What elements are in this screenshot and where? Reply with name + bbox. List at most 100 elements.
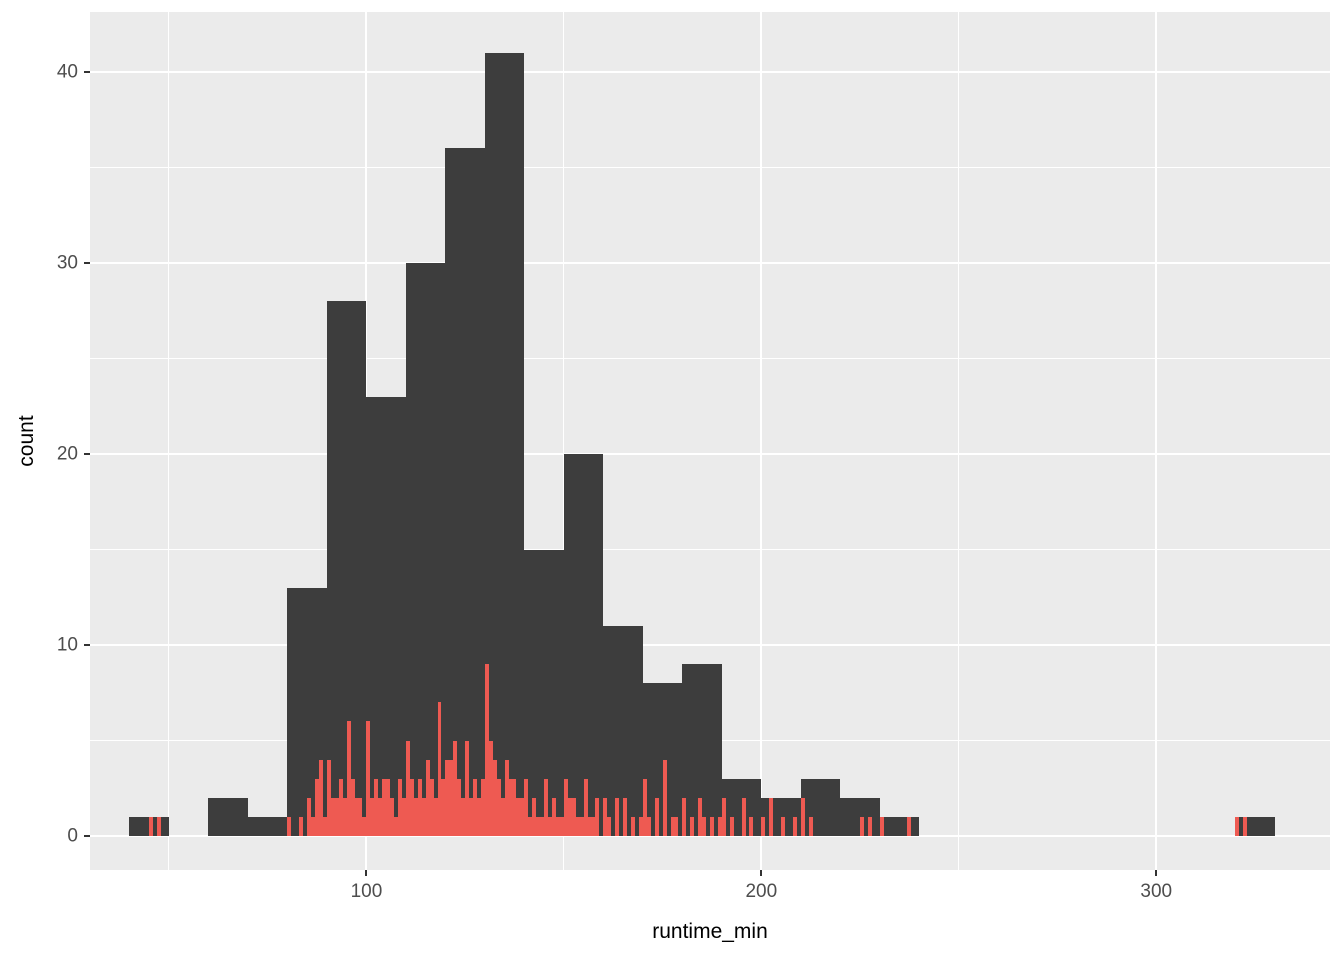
bar-runtime-histogram-binwidth-1 xyxy=(698,797,703,836)
bar-runtime-histogram-binwidth-1 xyxy=(425,759,430,836)
bar-runtime-histogram-binwidth-1 xyxy=(433,797,438,836)
bar-runtime-histogram-binwidth-1 xyxy=(717,816,722,836)
gridline-vertical-major xyxy=(760,12,763,870)
bar-runtime-histogram-binwidth-1 xyxy=(642,778,647,836)
bar-runtime-histogram-binwidth-1 xyxy=(721,797,726,836)
bar-runtime-histogram-binwidth-1 xyxy=(358,797,363,836)
y-tick-label: 0 xyxy=(67,825,78,847)
y-tick-label: 20 xyxy=(56,443,78,465)
bar-runtime-histogram-binwidth-1 xyxy=(370,797,375,836)
bar-runtime-histogram-binwidth-1 xyxy=(390,797,395,836)
bar-runtime-histogram-binwidth-1 xyxy=(524,778,529,836)
bar-runtime-histogram-binwidth-1 xyxy=(808,816,813,836)
bar-runtime-histogram-binwidth-1 xyxy=(394,816,398,836)
bar-runtime-histogram-binwidth-1 xyxy=(670,816,675,836)
bar-runtime-histogram-binwidth-1 xyxy=(536,816,541,836)
gridline-vertical-minor xyxy=(563,12,565,870)
bar-runtime-histogram-binwidth-10 xyxy=(642,683,683,836)
bar-runtime-histogram-binwidth-1 xyxy=(322,816,327,836)
bar-runtime-histogram-binwidth-1 xyxy=(528,816,533,836)
bar-runtime-histogram-binwidth-1 xyxy=(287,816,292,836)
bar-runtime-histogram-binwidth-1 xyxy=(500,797,505,836)
bar-runtime-histogram-binwidth-1 xyxy=(682,797,687,836)
bar-runtime-histogram-binwidth-1 xyxy=(559,816,564,836)
bar-runtime-histogram-binwidth-1 xyxy=(449,759,454,836)
bar-runtime-histogram-binwidth-1 xyxy=(555,816,560,836)
bar-runtime-histogram-binwidth-1 xyxy=(710,816,714,836)
bar-runtime-histogram-binwidth-1 xyxy=(401,797,406,836)
bar-runtime-histogram-binwidth-10 xyxy=(840,797,880,836)
y-tick-label: 10 xyxy=(56,634,78,656)
bar-runtime-histogram-binwidth-1 xyxy=(532,797,537,836)
bar-runtime-histogram-binwidth-1 xyxy=(749,816,754,836)
bar-runtime-histogram-binwidth-1 xyxy=(800,797,805,836)
bar-runtime-histogram-binwidth-1 xyxy=(674,816,679,836)
gridline-horizontal-minor xyxy=(90,167,1330,168)
bar-runtime-histogram-binwidth-10 xyxy=(326,301,367,836)
bar-runtime-histogram-binwidth-1 xyxy=(417,778,422,836)
bar-runtime-histogram-binwidth-1 xyxy=(591,816,596,836)
bar-runtime-histogram-binwidth-10 xyxy=(563,454,604,836)
y-tick-mark xyxy=(84,453,90,455)
bar-runtime-histogram-binwidth-1 xyxy=(461,797,466,836)
bar-runtime-histogram-binwidth-1 xyxy=(646,816,651,836)
bar-runtime-histogram-binwidth-1 xyxy=(326,759,331,836)
bar-runtime-histogram-binwidth-1 xyxy=(366,721,371,836)
bar-runtime-histogram-binwidth-1 xyxy=(702,816,707,836)
bar-runtime-histogram-binwidth-1 xyxy=(319,759,323,836)
bar-runtime-histogram-binwidth-10 xyxy=(247,816,288,836)
bar-runtime-histogram-binwidth-1 xyxy=(374,778,379,836)
bar-runtime-histogram-binwidth-1 xyxy=(488,740,493,836)
bar-runtime-histogram-binwidth-10 xyxy=(800,778,841,836)
bar-runtime-histogram-binwidth-1 xyxy=(741,797,746,836)
bar-runtime-histogram-binwidth-1 xyxy=(508,778,513,836)
bar-runtime-histogram-binwidth-1 xyxy=(437,702,442,836)
bar-runtime-histogram-binwidth-10 xyxy=(1235,816,1275,836)
bar-runtime-histogram-binwidth-1 xyxy=(792,816,797,836)
bar-runtime-histogram-binwidth-1 xyxy=(492,759,497,836)
y-tick-mark xyxy=(84,71,90,73)
bar-runtime-histogram-binwidth-1 xyxy=(907,816,912,836)
bar-runtime-histogram-binwidth-1 xyxy=(662,759,667,836)
bar-runtime-histogram-binwidth-1 xyxy=(607,816,612,836)
bar-runtime-histogram-binwidth-1 xyxy=(516,797,521,836)
bar-runtime-histogram-binwidth-1 xyxy=(354,797,359,836)
bar-runtime-histogram-binwidth-1 xyxy=(445,759,450,836)
bar-runtime-histogram-binwidth-1 xyxy=(615,797,620,836)
bar-runtime-histogram-binwidth-1 xyxy=(457,778,462,836)
gridline-horizontal-major xyxy=(90,262,1330,264)
x-tick-mark xyxy=(760,870,763,876)
bar-runtime-histogram-binwidth-1 xyxy=(761,816,766,836)
bar-runtime-histogram-binwidth-1 xyxy=(480,778,485,836)
bar-runtime-histogram-binwidth-1 xyxy=(453,740,458,836)
bar-runtime-histogram-binwidth-1 xyxy=(378,797,383,836)
bar-runtime-histogram-binwidth-1 xyxy=(405,740,410,836)
bar-runtime-histogram-binwidth-1 xyxy=(330,797,335,836)
bar-runtime-histogram-binwidth-1 xyxy=(477,797,481,836)
plot-panel xyxy=(90,12,1330,870)
bar-runtime-histogram-binwidth-1 xyxy=(342,797,347,836)
bar-runtime-histogram-binwidth-10 xyxy=(879,816,920,836)
bar-runtime-histogram-binwidth-1 xyxy=(149,816,154,836)
bar-runtime-histogram-binwidth-10 xyxy=(484,52,525,836)
bar-runtime-histogram-binwidth-1 xyxy=(1243,816,1248,836)
bar-runtime-histogram-binwidth-1 xyxy=(311,816,316,836)
bar-runtime-histogram-binwidth-1 xyxy=(299,816,304,836)
bar-runtime-histogram-binwidth-1 xyxy=(729,816,734,836)
bar-runtime-histogram-binwidth-1 xyxy=(484,664,489,836)
bar-runtime-histogram-binwidth-1 xyxy=(690,816,695,836)
y-tick-mark xyxy=(84,644,90,646)
bar-runtime-histogram-binwidth-1 xyxy=(769,797,774,836)
y-tick-label: 30 xyxy=(56,252,78,274)
x-tick-label: 300 xyxy=(1140,881,1173,902)
bar-runtime-histogram-binwidth-10 xyxy=(366,396,406,836)
bar-runtime-histogram-binwidth-1 xyxy=(563,778,568,836)
bar-runtime-histogram-binwidth-1 xyxy=(429,778,434,836)
x-axis-title: runtime_min xyxy=(652,920,768,943)
bar-runtime-histogram-binwidth-1 xyxy=(540,816,545,836)
x-tick-mark xyxy=(365,870,368,876)
bar-runtime-histogram-binwidth-1 xyxy=(1235,816,1240,836)
bar-runtime-histogram-binwidth-1 xyxy=(583,778,588,836)
bar-runtime-histogram-binwidth-1 xyxy=(867,816,872,836)
